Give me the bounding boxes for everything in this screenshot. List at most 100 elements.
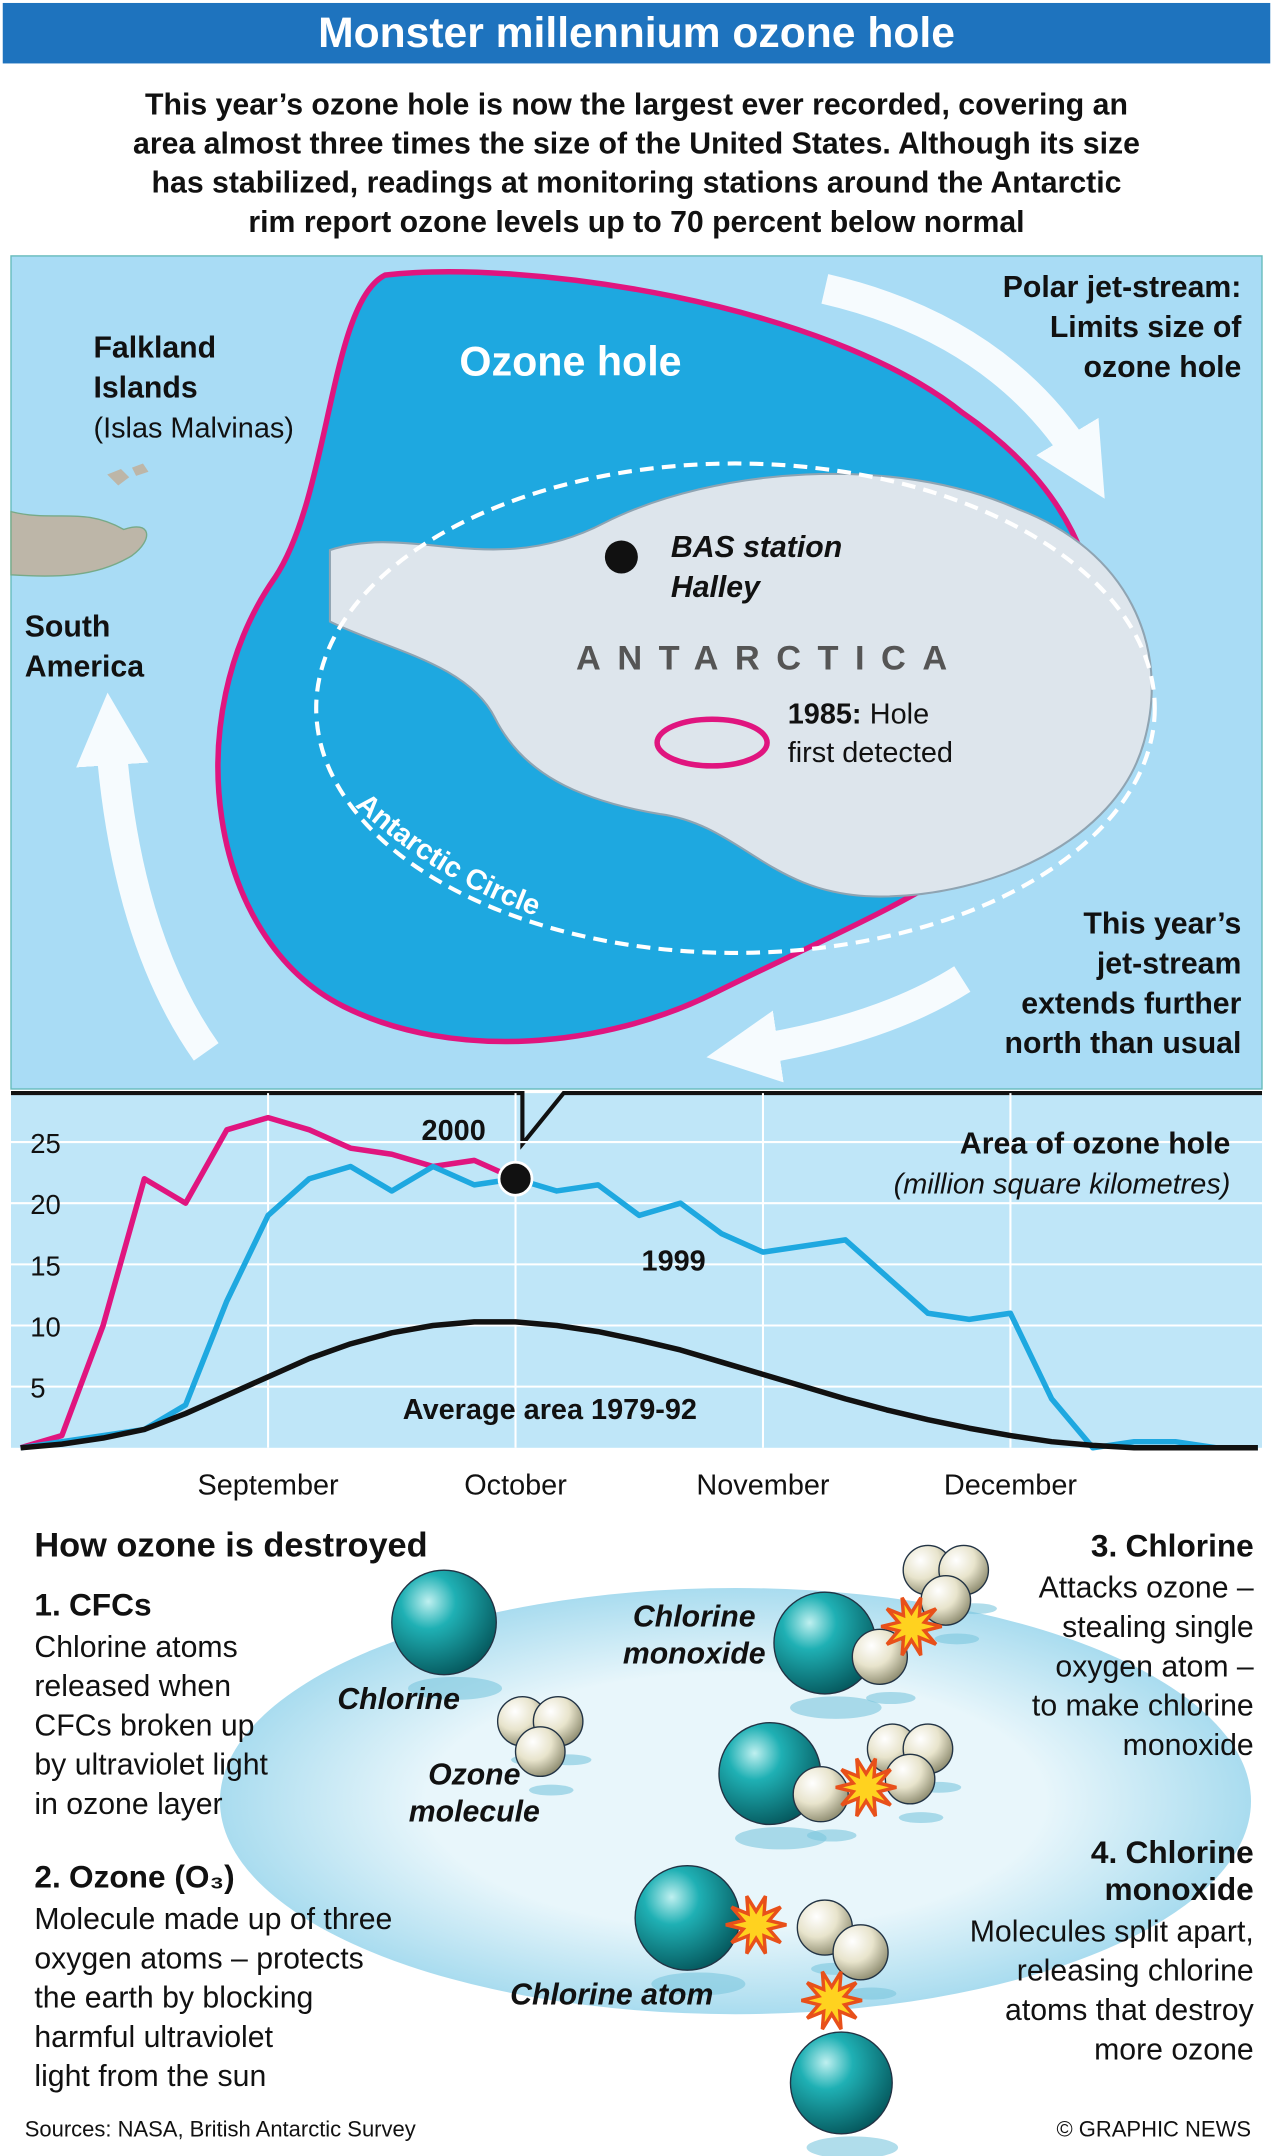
chart-border bbox=[10, 1091, 1263, 1150]
intro: This year’s ozone hole is now the larges… bbox=[145, 88, 1128, 121]
intro: area almost three times the size of the … bbox=[133, 127, 1140, 160]
atom bbox=[391, 1569, 497, 1676]
credit: © GRAPHIC NEWS bbox=[1056, 2117, 1251, 2142]
chart-title: Area of ozone hole bbox=[960, 1128, 1230, 1161]
label: Islands bbox=[93, 372, 197, 405]
step-text: in ozone layer bbox=[34, 1788, 222, 1821]
step-text: released when bbox=[34, 1670, 231, 1703]
burst bbox=[835, 1757, 897, 1817]
step-text: Attacks ozone – bbox=[1039, 1572, 1254, 1605]
step-text: light from the sun bbox=[34, 2060, 266, 2093]
step-number: 4. bbox=[1091, 1834, 1117, 1870]
this-year-label: extends further bbox=[1021, 987, 1241, 1020]
step-text: oxygen atoms – protects bbox=[34, 1942, 363, 1975]
this-year-label: north than usual bbox=[1005, 1027, 1242, 1060]
step-heading: 2. Ozone (O₃) bbox=[34, 1859, 234, 1895]
y-tick-label: 10 bbox=[30, 1311, 61, 1342]
continent-label: ANTARCTICA bbox=[576, 640, 964, 678]
step-text: releasing chlorine bbox=[1017, 1955, 1254, 1988]
step-title: Ozone (O₃) bbox=[69, 1859, 235, 1895]
step-title: CFCs bbox=[69, 1587, 152, 1623]
marker bbox=[497, 1160, 534, 1197]
shadow bbox=[651, 1972, 746, 1996]
intro: rim report ozone levels up to 70 percent… bbox=[248, 206, 1024, 239]
step-text: Chlorine atoms bbox=[34, 1631, 237, 1664]
step-text: CFCs broken up bbox=[34, 1709, 254, 1742]
burst bbox=[880, 1596, 943, 1657]
falkland-islands bbox=[107, 463, 149, 486]
jet-arrow bbox=[706, 966, 971, 1083]
step-text: Molecules split apart, bbox=[970, 1915, 1254, 1948]
step-text: stealing single bbox=[1062, 1611, 1254, 1644]
step-title: Chlorine bbox=[1126, 1834, 1254, 1870]
shadow bbox=[806, 2136, 899, 2156]
station-label: BAS station bbox=[671, 531, 842, 564]
shadow bbox=[866, 1691, 916, 1705]
step-text: monoxide bbox=[1123, 1729, 1254, 1762]
y-tick-label: 5 bbox=[30, 1373, 45, 1404]
step-text: the earth by blocking bbox=[34, 1982, 313, 2015]
station-label: Halley bbox=[671, 571, 762, 604]
atom bbox=[792, 1766, 849, 1823]
text: Hole bbox=[870, 698, 929, 730]
this-year-label: jet-stream bbox=[1096, 948, 1242, 981]
jet-arrow bbox=[76, 692, 219, 1061]
title-bar bbox=[2, 2, 1271, 64]
step-number: 2. bbox=[34, 1859, 60, 1895]
step-text: oxygen atom – bbox=[1055, 1650, 1254, 1683]
step-text: more ozone bbox=[1094, 2033, 1254, 2066]
region-label: South bbox=[25, 611, 111, 644]
step-heading: 1. CFCs bbox=[34, 1587, 151, 1623]
jet-stream-label: ozone hole bbox=[1083, 351, 1241, 384]
step-heading: 3. Chlorine bbox=[1091, 1527, 1254, 1563]
shadow bbox=[408, 1676, 503, 1700]
x-tick-label: November bbox=[696, 1470, 830, 1502]
label: Chlorine bbox=[633, 1601, 756, 1634]
series-label: Average area 1979-92 bbox=[403, 1394, 697, 1426]
series-label: 2000 bbox=[422, 1115, 486, 1147]
step-number: 1. bbox=[34, 1587, 60, 1623]
section-title: How ozone is destroyed bbox=[34, 1526, 427, 1564]
shadow bbox=[790, 1696, 882, 1719]
atom bbox=[634, 1865, 741, 1971]
x-tick-label: October bbox=[464, 1470, 567, 1502]
region-label: America bbox=[25, 651, 145, 684]
title: Monster millennium ozone hole bbox=[318, 9, 955, 57]
year: 1985: bbox=[788, 698, 862, 730]
step-text: to make chlorine bbox=[1032, 1690, 1254, 1723]
atom bbox=[789, 2031, 893, 2135]
atom bbox=[832, 1924, 889, 1981]
molecules bbox=[391, 1544, 997, 2156]
line-series bbox=[20, 1319, 1258, 1451]
shadow bbox=[806, 1829, 857, 1842]
chart: 5 10 15 20 25 September October November Decembe… bbox=[10, 1093, 1263, 1502]
chart-subtitle: (million square kilometres) bbox=[894, 1168, 1231, 1200]
atom bbox=[884, 1753, 936, 1805]
intro: has stabilized, readings at monitoring s… bbox=[152, 167, 1122, 200]
antarctica bbox=[328, 472, 1153, 898]
y-tick-label: 25 bbox=[30, 1128, 61, 1159]
step-title: Chlorine bbox=[1126, 1527, 1254, 1563]
y-tick-label: 20 bbox=[30, 1189, 61, 1220]
burst bbox=[801, 1970, 863, 2031]
x-tick-label: December bbox=[944, 1470, 1078, 1502]
jet-stream-label: Limits size of bbox=[1050, 311, 1242, 344]
label: Chlorine atom bbox=[510, 1979, 713, 2012]
detected-label: 1985: Hole bbox=[788, 698, 929, 730]
halley-station bbox=[604, 540, 638, 574]
sources: Sources: NASA, British Antarctic Survey bbox=[25, 2117, 416, 2142]
label: monoxide bbox=[623, 1638, 766, 1671]
label: (Islas Malvinas) bbox=[93, 412, 293, 444]
jet-stream-label: Polar jet-stream: bbox=[1003, 271, 1242, 304]
texts: Monster millennium ozone hole This year’s… bbox=[25, 9, 1255, 2142]
x-tick-label: September bbox=[197, 1470, 339, 1502]
label: first detected bbox=[788, 737, 953, 769]
step-number: 3. bbox=[1091, 1527, 1117, 1563]
atom bbox=[514, 1726, 566, 1778]
shadow bbox=[735, 1827, 827, 1850]
line-series bbox=[20, 1163, 1258, 1451]
label: molecule bbox=[409, 1796, 540, 1829]
series-label: 1999 bbox=[642, 1245, 706, 1277]
ozone-hole-label: Ozone hole bbox=[459, 339, 681, 385]
this-year-label: This year’s bbox=[1083, 908, 1241, 941]
